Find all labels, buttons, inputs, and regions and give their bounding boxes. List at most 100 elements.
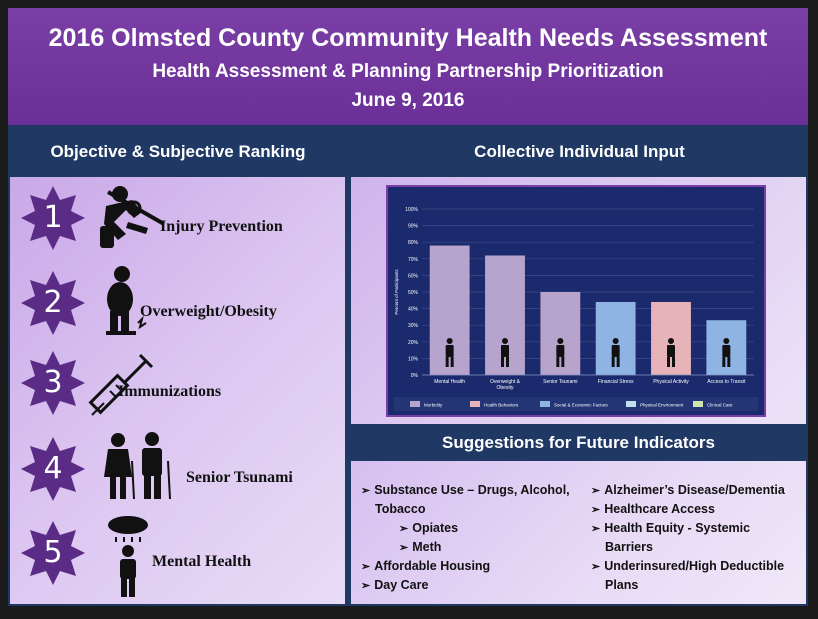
bar-pictogram-icon xyxy=(722,357,726,367)
bar-pictogram-icon xyxy=(557,338,564,344)
bar-pictogram-icon xyxy=(667,345,675,357)
x-tick-label: Access to Transit xyxy=(707,379,746,385)
y-tick-label: 50% xyxy=(408,290,419,296)
bullet-arrow-icon: ➢ xyxy=(591,485,601,497)
bar-chart: 0% 10% 20% 30% 40% 50% 60% 70% 80% 90% 100% Percent… xyxy=(386,185,766,417)
suggestion-item: ➢ Meth xyxy=(399,538,441,557)
bar-pictogram-icon xyxy=(611,357,615,367)
suggestion-text: Substance Use – Drugs, Alcohol, xyxy=(374,483,570,497)
legend-swatch xyxy=(410,401,420,407)
bar-pictogram-icon xyxy=(450,357,454,367)
chart-bar xyxy=(540,292,581,375)
rank-badge: 3 xyxy=(20,350,86,416)
suggestion-item: Barriers xyxy=(605,538,653,556)
bar-chart-svg: 0% 10% 20% 30% 40% 50% 60% 70% 80% 90% 100% Percent… xyxy=(394,207,758,411)
page-subtitle: Health Assessment & Planning Partnership… xyxy=(152,61,664,82)
legend-swatch xyxy=(693,401,703,407)
suggestion-text: Opiates xyxy=(412,521,459,535)
bar-pictogram-icon xyxy=(445,345,454,357)
legend-strip xyxy=(394,397,758,411)
x-tick-label: Physical Activity xyxy=(653,379,689,385)
infographic-frame: 2016 Olmsted County Community Health Nee… xyxy=(8,8,808,606)
legend-label: Health Behaviors xyxy=(484,403,519,408)
header-banner: 2016 Olmsted County Community Health Nee… xyxy=(8,8,808,125)
suggestion-text: Healthcare Access xyxy=(604,502,715,516)
elderly-couple-icon xyxy=(98,431,178,506)
bar-pictogram-icon xyxy=(506,357,509,367)
rank-badge: 4 xyxy=(20,436,86,502)
bar-pictogram-icon xyxy=(723,338,730,344)
legend-label: Morbidity xyxy=(424,403,443,408)
bar-pictogram-icon xyxy=(616,357,620,367)
y-tick-label: 0% xyxy=(411,373,419,379)
suggestion-item: ➢ Health Equity - Systemic xyxy=(591,519,750,538)
rank-item-5: 5 Mental Health xyxy=(10,515,345,597)
legend-swatch xyxy=(470,401,480,407)
bar-pictogram-icon xyxy=(612,338,619,344)
rain-cloud-person-icon xyxy=(106,515,150,604)
bar-pictogram-icon xyxy=(667,357,670,367)
y-tick-label: 60% xyxy=(408,273,419,279)
y-axis-label: Percent of Participants xyxy=(394,269,399,315)
suggestions-panel: ➢ Substance Use – Drugs, Alcohol, Tobacco ➢… xyxy=(351,461,806,604)
bullet-arrow-icon: ➢ xyxy=(361,561,371,573)
suggestion-item: ➢ Underinsured/High Deductible xyxy=(591,557,784,576)
suggestion-text: Tobacco xyxy=(375,502,426,516)
bar-pictogram-icon xyxy=(722,345,731,357)
page-title: 2016 Olmsted County Community Health Nee… xyxy=(48,24,768,52)
chart-bar xyxy=(485,255,525,375)
suggestion-text: Barriers xyxy=(605,540,653,554)
syringe-icon xyxy=(88,347,160,424)
rank-label: Injury Prevention xyxy=(160,218,283,235)
suggestion-text: Alzheimer’s Disease/Dementia xyxy=(604,483,785,497)
bar-pictogram-icon xyxy=(446,338,453,344)
suggestion-text: Affordable Housing xyxy=(374,559,491,573)
bar-pictogram-icon xyxy=(727,357,731,367)
rank-badge: 5 xyxy=(20,520,86,586)
bar-pictogram-icon xyxy=(672,357,675,367)
legend-swatch xyxy=(540,401,550,407)
bar-pictogram-icon xyxy=(501,357,504,367)
x-tick-label: Mental Health xyxy=(434,379,465,385)
rank-item-3: 3 Immunizations xyxy=(10,345,345,425)
bar-pictogram-icon xyxy=(556,357,560,367)
rank-item-4: 4 Senior Tsunami xyxy=(10,431,345,511)
page-date: June 9, 2016 xyxy=(351,90,465,111)
rank-label: Senior Tsunami xyxy=(186,469,293,486)
legend-label: Clinical Care xyxy=(707,403,733,408)
car-crash-icon xyxy=(98,182,168,257)
bar-pictogram-icon xyxy=(561,357,565,367)
y-tick-label: 30% xyxy=(408,323,419,329)
y-tick-label: 70% xyxy=(408,257,419,263)
bullet-arrow-icon: ➢ xyxy=(591,523,601,535)
bar-pictogram-icon xyxy=(611,345,620,357)
suggestion-item: ➢ Day Care xyxy=(361,576,428,595)
suggestion-item: Plans xyxy=(605,576,638,594)
obese-person-icon xyxy=(100,265,150,350)
x-tick-label: Obesity xyxy=(497,385,514,391)
y-tick-label: 80% xyxy=(408,240,419,246)
suggestion-item: ➢ Opiates xyxy=(399,519,458,538)
bar-pictogram-icon xyxy=(502,338,508,344)
bar-pictogram-icon xyxy=(445,357,449,367)
y-tick-label: 100% xyxy=(405,207,418,213)
suggestion-text: Underinsured/High Deductible xyxy=(604,559,785,573)
suggestion-text: Health Equity - Systemic xyxy=(604,521,751,535)
right-heading: Collective Individual Input xyxy=(351,130,808,174)
bullet-arrow-icon: ➢ xyxy=(361,485,371,497)
suggestions-heading: Suggestions for Future Indicators xyxy=(351,424,806,461)
y-tick-label: 10% xyxy=(408,356,419,362)
rank-label: Mental Health xyxy=(152,553,252,570)
x-tick-label: Overweight & xyxy=(490,379,521,385)
suggestion-item: ➢ Substance Use – Drugs, Alcohol, xyxy=(361,481,570,500)
suggestion-item: ➢ Healthcare Access xyxy=(591,500,715,519)
bullet-arrow-icon: ➢ xyxy=(399,523,409,535)
suggestion-item: Tobacco xyxy=(375,500,425,518)
rank-label: Immunizations xyxy=(118,383,222,400)
rank-item-1: 1 Injury Prevention xyxy=(10,180,345,260)
suggestion-item: ➢ Affordable Housing xyxy=(361,557,490,576)
suggestion-text: Meth xyxy=(412,540,442,554)
ranking-panel: 1 Injury Prevention 2 xyxy=(10,177,345,604)
bullet-arrow-icon: ➢ xyxy=(591,504,601,516)
rank-badge: 1 xyxy=(20,185,86,251)
